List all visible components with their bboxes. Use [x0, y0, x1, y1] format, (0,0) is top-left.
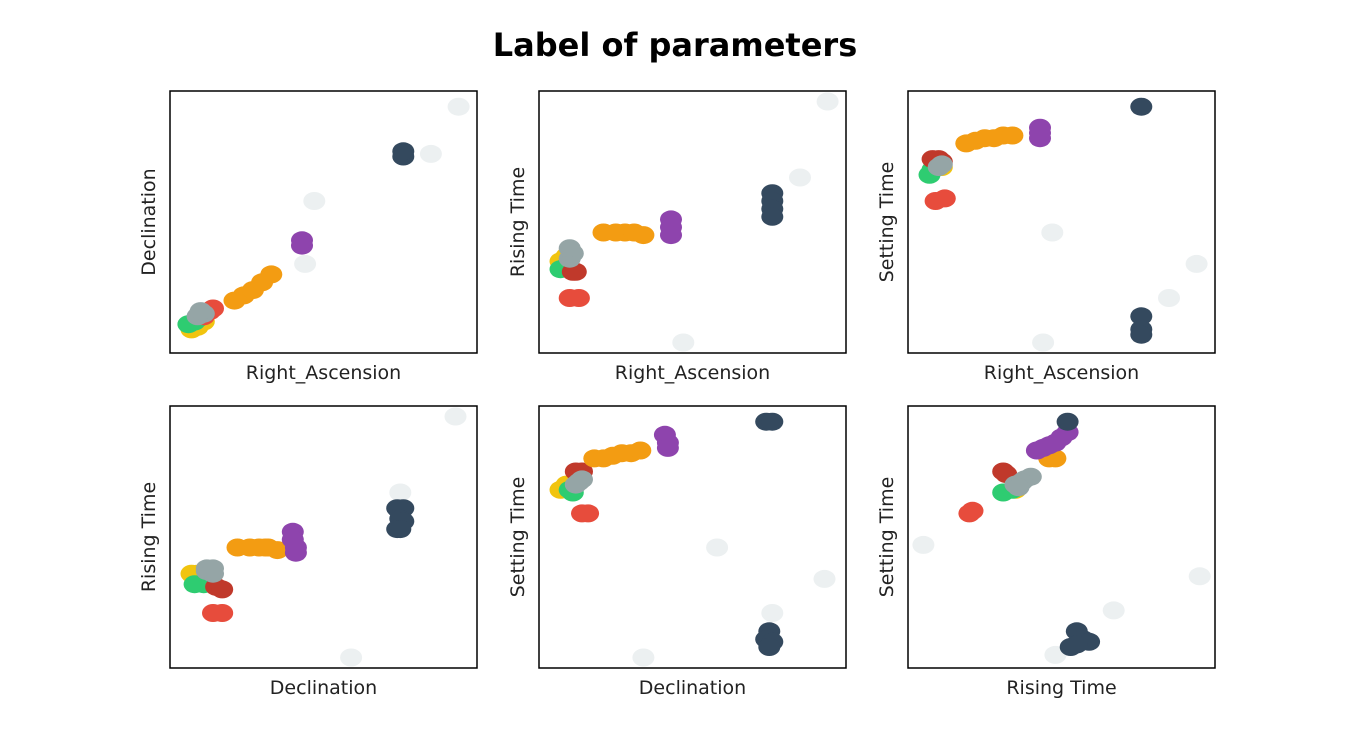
x-axis-label: Declination: [639, 677, 746, 699]
y-axis-label: Setting Time: [876, 477, 898, 598]
data-point-red-2: [961, 501, 984, 520]
x-axis-label: Declination: [270, 677, 377, 699]
data-point-light-3: [1102, 601, 1125, 620]
data-point-light-1: [912, 535, 935, 554]
data-point-light-1: [447, 97, 470, 116]
data-point-red-2: [577, 504, 600, 523]
data-point-navy-6: [1065, 635, 1088, 654]
scatter-panel-6: Rising Time Setting Time: [876, 405, 1216, 699]
data-point-navy-2: [392, 142, 415, 161]
x-axis-label: Rising Time: [1006, 677, 1116, 699]
page-title: Label of parameters: [492, 26, 858, 64]
data-point-gray-4: [202, 559, 224, 578]
data-point-purple-2: [291, 231, 313, 250]
plot-frame: [907, 405, 1216, 669]
data-point-light-3: [761, 604, 784, 622]
data-point-gray-3: [558, 239, 581, 258]
data-point-navy-6: [389, 520, 412, 539]
data-point-light-2: [1185, 254, 1208, 273]
data-point-light-3: [303, 192, 326, 210]
data-point-light-3: [672, 333, 695, 352]
data-point-light-3: [340, 648, 363, 667]
y-axis-label: Setting Time: [876, 162, 898, 283]
scatter-panel-2: Right_Ascension Rising Time: [507, 90, 847, 384]
data-point-red-2: [933, 189, 956, 208]
y-axis-label: Rising Time: [138, 482, 160, 592]
data-point-light-3: [1158, 289, 1180, 307]
plot-frame: [169, 90, 478, 354]
data-point-light-2: [1188, 567, 1211, 586]
data-point-light-1: [444, 407, 467, 426]
plot-frame: [907, 90, 1216, 354]
scatter-panel-1: Right_Ascension Declination: [138, 90, 478, 384]
data-point-navy-4: [1130, 325, 1153, 344]
data-point-light-4: [1032, 333, 1055, 352]
data-point-orange-6: [254, 538, 277, 557]
data-point-light-1: [816, 92, 839, 111]
data-point-light-1: [1041, 223, 1064, 242]
data-point-light-2: [789, 168, 811, 187]
data-point-gray-3: [564, 475, 587, 494]
data-point-orange-6: [629, 441, 652, 460]
scatter-panel-3: Right_Ascension Setting Time: [876, 90, 1216, 384]
data-point-light-1: [706, 538, 729, 557]
data-point-orange-6: [1001, 126, 1024, 145]
data-point-navy-1: [1130, 97, 1153, 116]
data-point-gray-3: [189, 302, 212, 321]
data-point-navy-1: [1056, 412, 1079, 431]
x-axis-label: Right_Ascension: [615, 362, 770, 384]
x-axis-label: Right_Ascension: [984, 362, 1139, 384]
data-point-red-2: [211, 604, 234, 622]
data-point-orange-5: [632, 226, 655, 245]
data-point-navy-2: [761, 412, 784, 431]
plot-frame: [538, 405, 847, 669]
data-point-purple-3: [1029, 129, 1051, 148]
data-point-navy-6: [758, 638, 781, 656]
y-axis-label: Setting Time: [507, 477, 529, 598]
data-point-navy-4: [761, 207, 784, 226]
data-point-light-2: [419, 144, 442, 163]
data-point-light-4: [632, 648, 655, 667]
data-point-gray-2: [930, 155, 953, 174]
data-point-light-2: [389, 483, 412, 502]
scatter-panel-4: Declination Rising Time: [138, 405, 478, 699]
data-point-navy-2: [1130, 307, 1153, 326]
plot-frame: [538, 90, 847, 354]
y-axis-label: Declination: [138, 168, 160, 275]
data-point-red-2: [567, 289, 590, 307]
data-point-orange-5: [260, 265, 283, 284]
x-axis-label: Right_Ascension: [246, 362, 401, 384]
data-point-light-4: [294, 254, 317, 273]
scatter-panel-5: Declination Setting Time: [507, 405, 847, 699]
plot-frame: [169, 405, 478, 669]
data-point-darkred-2: [211, 580, 234, 599]
data-point-purple-3: [656, 438, 679, 457]
data-point-purple-3: [660, 226, 682, 245]
y-axis-label: Rising Time: [507, 167, 529, 277]
data-point-light-2: [813, 569, 836, 588]
data-point-gray-6: [1007, 478, 1030, 497]
data-point-purple-4: [284, 543, 307, 562]
